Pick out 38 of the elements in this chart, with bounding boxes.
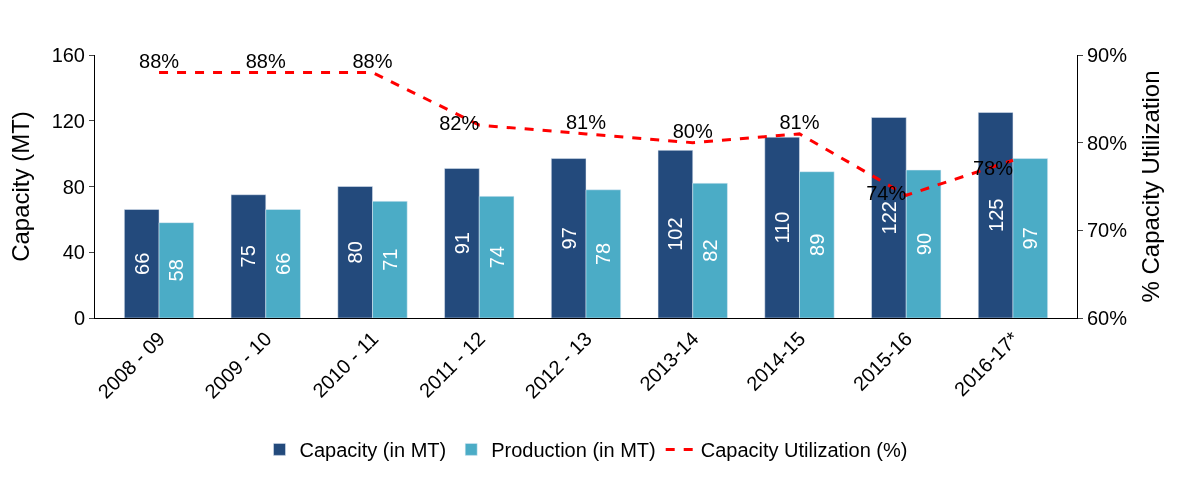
data-label: 75: [237, 245, 260, 268]
y2-tick-label: 80%: [1087, 131, 1128, 154]
y2-axis-title: % Capacity Utilization: [1136, 70, 1164, 303]
data-label: 88%: [245, 49, 287, 72]
data-label: 82: [699, 239, 722, 262]
data-label: 81%: [565, 110, 607, 133]
data-label: 97: [1019, 227, 1042, 250]
data-label: 110: [771, 211, 794, 244]
y-tick-label: 160: [51, 44, 85, 66]
y2-tick-label: 90%: [1087, 44, 1128, 66]
y-axis-title: Capacity (MT): [6, 111, 34, 262]
data-label: 91: [450, 232, 473, 255]
data-label: 88%: [352, 49, 393, 72]
y-tick-label: 120: [51, 109, 85, 132]
data-label: 66: [272, 252, 295, 275]
data-label: 74: [485, 246, 508, 269]
legend-label: Production (in MT): [491, 439, 656, 462]
data-label: 81%: [779, 110, 820, 133]
data-label: 80%: [672, 119, 713, 142]
data-label: 82%: [439, 112, 480, 135]
legend-label: Capacity (in MT): [299, 439, 447, 462]
data-label: 97: [557, 227, 580, 250]
data-label: 102: [664, 217, 687, 251]
data-label: 66: [130, 252, 153, 275]
y-tick-label: 80: [62, 175, 85, 198]
y2-tick-label: 60%: [1087, 307, 1128, 329]
data-label: 90: [912, 232, 935, 256]
data-label: 88%: [139, 49, 180, 72]
legend-label: Capacity Utilization (%): [700, 439, 908, 462]
y2-tick-label: 70%: [1087, 219, 1128, 242]
data-label: 71: [378, 248, 401, 271]
data-label: 58: [165, 259, 188, 282]
data-label: 80: [344, 241, 367, 264]
y-tick-label: 40: [62, 241, 85, 264]
data-label: 125: [984, 198, 1007, 232]
y-tick-label: 0: [73, 307, 85, 329]
data-label: 78: [592, 242, 615, 266]
data-label: 89: [805, 233, 828, 256]
